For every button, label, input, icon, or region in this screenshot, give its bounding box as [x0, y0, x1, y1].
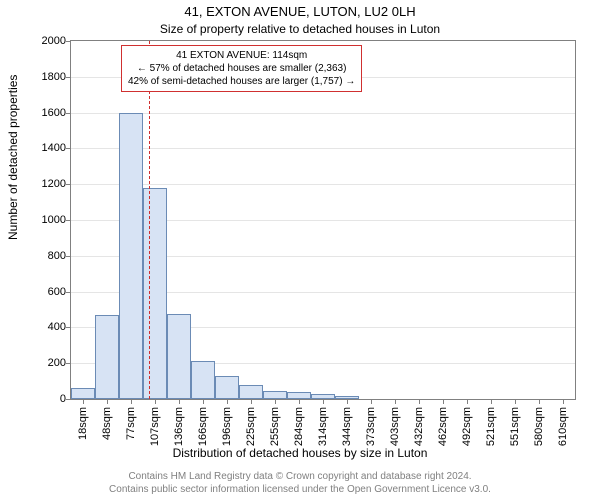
histogram-bar — [167, 314, 191, 399]
histogram-bar — [311, 394, 335, 399]
y-tick-label: 1200 — [42, 178, 66, 190]
footer-attribution: Contains HM Land Registry data © Crown c… — [0, 471, 600, 496]
y-tick-label: 400 — [48, 321, 66, 333]
x-tick-label: 48sqm — [101, 407, 113, 440]
y-axis-label: Number of detached properties — [6, 75, 20, 240]
y-tick-label: 600 — [48, 286, 66, 298]
x-tick-label: 136sqm — [173, 407, 185, 446]
x-tick-label: 284sqm — [293, 407, 305, 446]
reference-annotation: 41 EXTON AVENUE: 114sqm ← 57% of detache… — [121, 45, 362, 92]
reference-line — [149, 41, 150, 399]
x-tick-label: 255sqm — [269, 407, 281, 446]
annotation-line-1: 41 EXTON AVENUE: 114sqm — [128, 49, 355, 62]
histogram-bar — [71, 388, 95, 399]
x-tick-label: 225sqm — [245, 407, 257, 446]
x-tick-label: 432sqm — [413, 407, 425, 446]
title-main: 41, EXTON AVENUE, LUTON, LU2 0LH — [0, 4, 600, 19]
x-tick-label: 551sqm — [509, 407, 521, 446]
y-tick-label: 0 — [60, 393, 66, 405]
histogram-bar — [191, 361, 215, 399]
x-tick-label: 314sqm — [317, 407, 329, 446]
histogram-bar — [143, 188, 167, 399]
x-tick-label: 196sqm — [221, 407, 233, 446]
footer-line-2: Contains public sector information licen… — [0, 484, 600, 497]
y-tick-label: 1000 — [42, 214, 66, 226]
title-sub: Size of property relative to detached ho… — [0, 22, 600, 36]
y-tick-label: 2000 — [42, 35, 66, 47]
histogram-bar — [287, 392, 311, 399]
histogram-bar — [119, 113, 143, 399]
x-tick-label: 344sqm — [341, 407, 353, 446]
histogram-bar — [263, 391, 287, 399]
x-tick-label: 373sqm — [365, 407, 377, 446]
x-tick-label: 462sqm — [437, 407, 449, 446]
y-tick-label: 800 — [48, 250, 66, 262]
x-tick-label: 610sqm — [557, 407, 569, 446]
annotation-line-3: 42% of semi-detached houses are larger (… — [128, 75, 355, 88]
x-tick-label: 18sqm — [77, 407, 89, 440]
histogram-bar — [239, 385, 263, 399]
y-tick-label: 1800 — [42, 71, 66, 83]
annotation-line-2: ← 57% of detached houses are smaller (2,… — [128, 62, 355, 75]
x-tick-label: 521sqm — [485, 407, 497, 446]
histogram-plot: 41 EXTON AVENUE: 114sqm ← 57% of detache… — [70, 40, 576, 400]
x-axis-label: Distribution of detached houses by size … — [0, 446, 600, 460]
x-tick-label: 403sqm — [389, 407, 401, 446]
x-tick-label: 166sqm — [197, 407, 209, 446]
x-tick-label: 77sqm — [125, 407, 137, 440]
x-tick-label: 492sqm — [461, 407, 473, 446]
histogram-bar — [95, 315, 119, 399]
footer-line-1: Contains HM Land Registry data © Crown c… — [0, 471, 600, 484]
histogram-bar — [215, 376, 239, 399]
y-tick-label: 1600 — [42, 107, 66, 119]
histogram-bar — [335, 396, 359, 399]
x-tick-label: 580sqm — [533, 407, 545, 446]
y-tick-label: 1400 — [42, 142, 66, 154]
y-tick-label: 200 — [48, 357, 66, 369]
x-tick-label: 107sqm — [149, 407, 161, 446]
